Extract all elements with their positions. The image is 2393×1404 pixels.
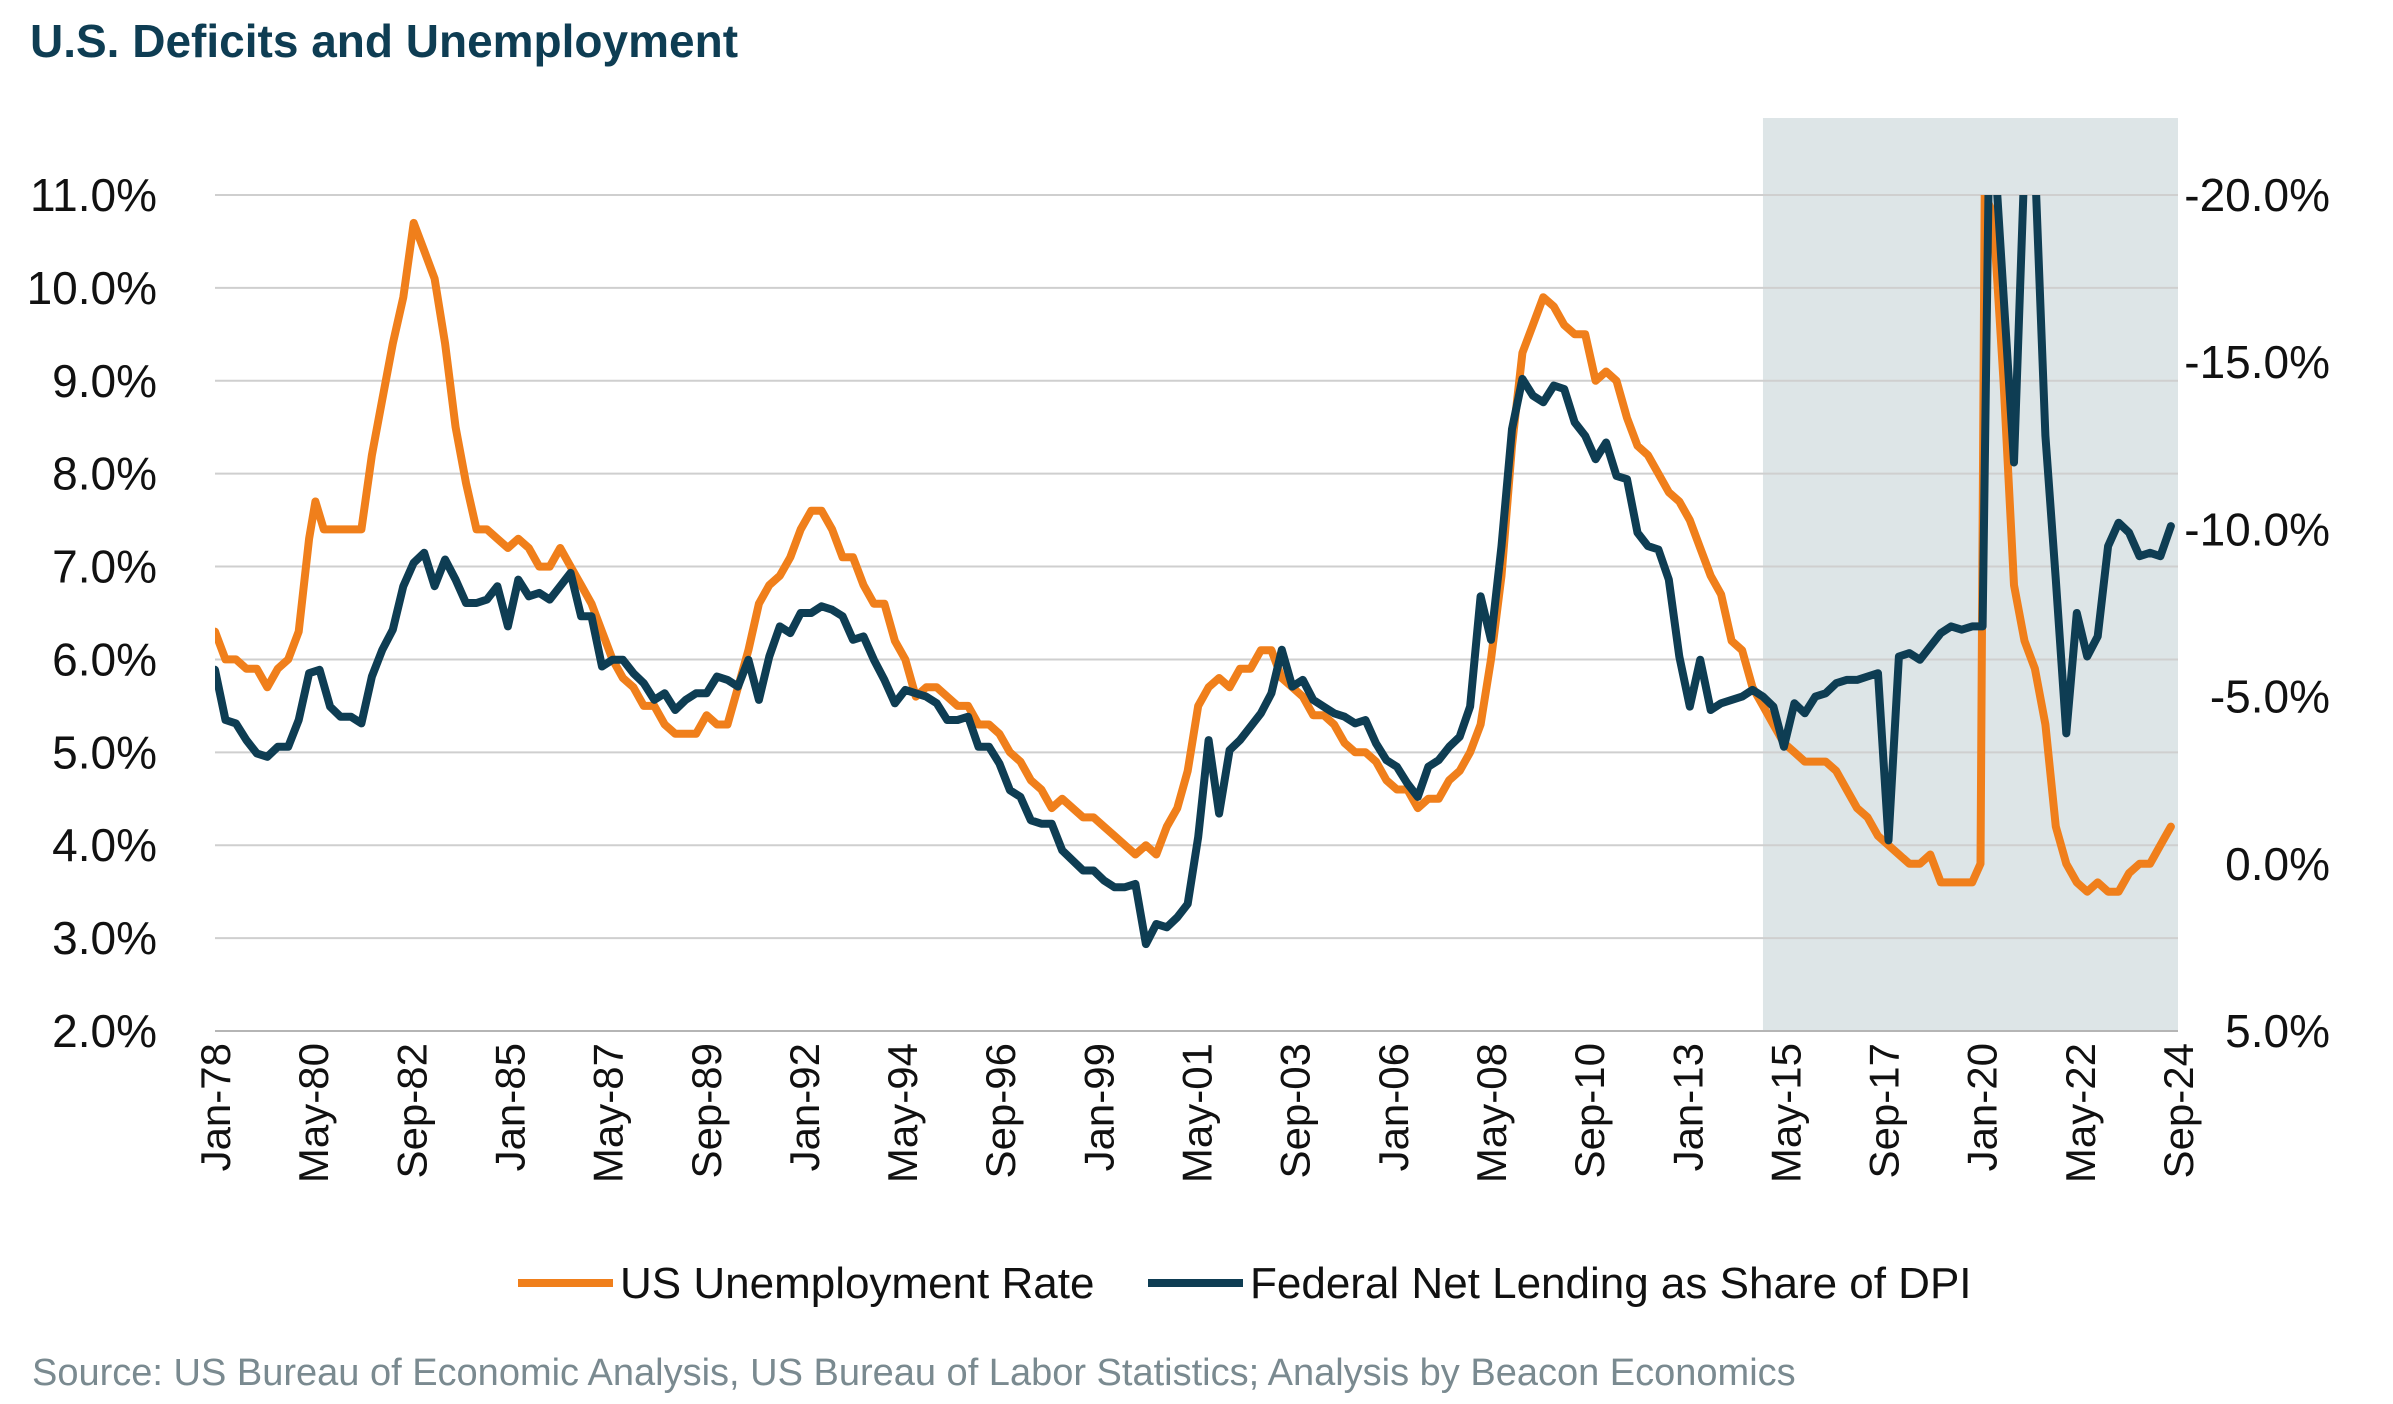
x-tick-label: Jan-06	[1370, 1043, 1417, 1171]
x-tick-label: Jan-92	[781, 1043, 828, 1171]
x-tick-label: May-80	[290, 1043, 337, 1183]
left-tick-label: 11.0%	[30, 169, 157, 221]
x-tick-label: Jan-85	[486, 1043, 533, 1171]
x-tick-label: May-94	[879, 1043, 926, 1183]
x-axis: Jan-78 May-80 Sep-82 Jan-85 May-87 Sep-89 Jan-…	[192, 1043, 2202, 1183]
legend: US Unemployment Rate Federal Net Lending…	[518, 1259, 1972, 1308]
legend-label-unemployment: US Unemployment Rate	[620, 1259, 1094, 1308]
left-tick-label: 4.0%	[52, 819, 157, 871]
chart-title: U.S. Deficits and Unemployment	[30, 15, 739, 67]
left-tick-label: 2.0%	[52, 1005, 157, 1057]
x-tick-label: Sep-96	[977, 1043, 1024, 1178]
left-tick-label: 7.0%	[52, 541, 157, 593]
left-tick-label: 10.0%	[27, 262, 157, 314]
x-tick-label: May-87	[585, 1043, 632, 1183]
x-tick-label: May-15	[1762, 1043, 1809, 1183]
left-tick-label: 5.0%	[52, 726, 157, 778]
x-tick-label: May-01	[1174, 1043, 1221, 1183]
x-tick-label: Jan-20	[1959, 1043, 2006, 1171]
right-tick-label: 5.0%	[2225, 1005, 2330, 1057]
x-tick-label: Sep-24	[2155, 1043, 2202, 1178]
x-tick-label: Sep-17	[1861, 1043, 1908, 1178]
x-tick-label: Sep-10	[1566, 1043, 1613, 1178]
left-tick-label: 8.0%	[52, 448, 157, 500]
right-tick-label: -10.0%	[2184, 503, 2330, 555]
right-tick-label: -15.0%	[2184, 336, 2330, 388]
x-tick-label: Sep-89	[683, 1043, 730, 1178]
x-tick-label: Sep-03	[1272, 1043, 1319, 1178]
x-tick-label: Jan-99	[1075, 1043, 1122, 1171]
x-tick-label: Sep-82	[388, 1043, 435, 1178]
right-tick-label: 0.0%	[2225, 838, 2330, 890]
x-tick-label: May-08	[1468, 1043, 1515, 1183]
series-line-unemployment	[215, 195, 2175, 896]
legend-label-lending: Federal Net Lending as Share of DPI	[1250, 1259, 1972, 1308]
x-tick-label: Jan-13	[1664, 1043, 1711, 1171]
left-tick-label: 3.0%	[52, 912, 157, 964]
left-tick-label: 9.0%	[52, 355, 157, 407]
right-tick-label: -5.0%	[2210, 671, 2330, 723]
source-note: Source: US Bureau of Economic Analysis, …	[32, 1352, 1796, 1394]
x-tick-label: May-22	[2057, 1043, 2104, 1183]
plot-area	[215, 195, 2175, 949]
right-axis: -20.0% -15.0% -10.0% -5.0% 0.0% 5.0%	[2184, 169, 2330, 1057]
left-axis: 11.0% 10.0% 9.0% 8.0% 7.0% 6.0% 5.0% 4.0% 3.0% 2.…	[27, 169, 157, 1057]
right-tick-label: -20.0%	[2184, 169, 2330, 221]
left-tick-label: 6.0%	[52, 633, 157, 685]
series-line-lending	[215, 195, 2175, 949]
x-tick-label: Jan-78	[192, 1043, 239, 1171]
